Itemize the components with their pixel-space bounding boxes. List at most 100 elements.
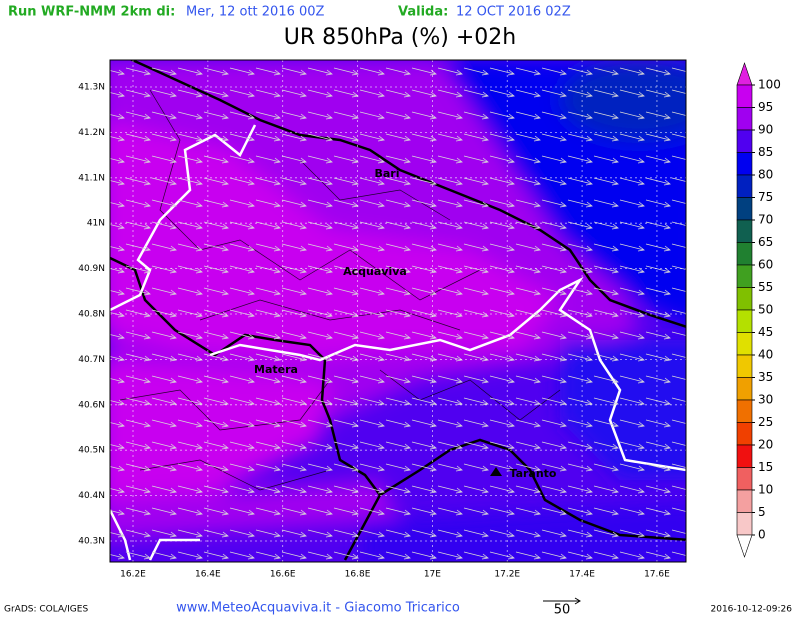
wind-arrow bbox=[125, 89, 151, 98]
colorbar-label: 10 bbox=[758, 483, 773, 497]
lon-label: 17.2E bbox=[494, 570, 520, 580]
wind-arrow bbox=[229, 507, 255, 516]
wind-arrow bbox=[359, 551, 385, 560]
colorbar-segment bbox=[736, 287, 753, 311]
wind-arrow bbox=[255, 441, 281, 450]
colorbar-segment bbox=[736, 512, 753, 536]
wind-arrow bbox=[333, 419, 359, 428]
wind-arrow bbox=[151, 89, 177, 98]
wind-arrow bbox=[125, 133, 151, 142]
timestamp: 2016-10-12-09:26 bbox=[711, 605, 793, 615]
wind-arrow bbox=[229, 221, 255, 230]
wind-arrow bbox=[385, 463, 411, 472]
wind-arrow bbox=[359, 199, 385, 208]
wind-arrow bbox=[567, 177, 593, 186]
colorbar-segment bbox=[736, 242, 753, 266]
wind-arrow bbox=[229, 485, 255, 494]
wind-arrow bbox=[281, 507, 307, 516]
wind-arrow bbox=[177, 243, 203, 252]
wind-arrow bbox=[177, 155, 203, 164]
wind-arrow bbox=[541, 243, 567, 252]
wind-arrow bbox=[489, 89, 515, 98]
wind-arrow bbox=[333, 199, 359, 208]
wind-arrow bbox=[281, 89, 307, 98]
wind-arrow bbox=[110, 553, 125, 560]
wind-arrow bbox=[385, 375, 411, 384]
wind-arrow bbox=[645, 177, 671, 186]
wind-arrow bbox=[515, 111, 541, 120]
wind-arrow bbox=[229, 419, 255, 428]
wind-arrow bbox=[463, 111, 489, 120]
wind-arrow bbox=[333, 67, 359, 76]
wind-arrow bbox=[229, 287, 255, 296]
wind-arrow bbox=[463, 287, 489, 296]
wind-arrow bbox=[333, 331, 359, 340]
wind-arrow bbox=[463, 155, 489, 164]
wind-arrow bbox=[177, 397, 203, 406]
wind-arrow bbox=[489, 155, 515, 164]
wind-arrow bbox=[307, 507, 333, 516]
wind-arrow bbox=[151, 331, 177, 340]
wind-arrow bbox=[359, 221, 385, 230]
wind-arrow bbox=[489, 199, 515, 208]
wind-arrow bbox=[359, 419, 385, 428]
wind-arrow bbox=[645, 155, 671, 164]
wind-arrow bbox=[125, 331, 151, 340]
colorbar-label: 85 bbox=[758, 145, 773, 159]
wind-arrow bbox=[307, 287, 333, 296]
wind-arrow bbox=[255, 419, 281, 428]
colorbar-label: 50 bbox=[758, 303, 773, 317]
wind-arrow bbox=[333, 89, 359, 98]
wind-arrow bbox=[385, 485, 411, 494]
wind-arrow bbox=[110, 113, 125, 120]
wind-arrow bbox=[645, 375, 671, 384]
wind-arrow bbox=[515, 177, 541, 186]
wind-arrow bbox=[671, 111, 686, 116]
colorbar-over bbox=[736, 62, 753, 86]
wind-arrow bbox=[671, 155, 686, 160]
wind-arrow bbox=[541, 463, 567, 472]
wind-arrow bbox=[619, 243, 645, 252]
wind-arrow bbox=[110, 69, 125, 76]
wind-arrow bbox=[671, 199, 686, 204]
wind-arrow bbox=[255, 67, 281, 76]
colorbar-segment bbox=[736, 309, 753, 333]
wind-arrow bbox=[359, 89, 385, 98]
wind-arrow bbox=[110, 223, 125, 230]
wind-arrow bbox=[567, 551, 593, 560]
lon-label: 16.4E bbox=[195, 570, 221, 580]
wind-arrow bbox=[593, 199, 619, 208]
lat-label: 40.9N bbox=[78, 264, 105, 274]
wind-arrow bbox=[333, 529, 359, 538]
wind-arrow bbox=[151, 155, 177, 164]
wind-arrow bbox=[671, 463, 686, 468]
wind-arrow bbox=[567, 485, 593, 494]
wind-arrow bbox=[437, 551, 463, 560]
wind-arrow bbox=[541, 529, 567, 538]
wind-arrow bbox=[151, 551, 177, 560]
wind-arrow bbox=[489, 287, 515, 296]
wind-arrow bbox=[281, 155, 307, 164]
software-credit: GrADS: COLA/IGES bbox=[4, 605, 88, 615]
lat-label: 41.1N bbox=[78, 173, 105, 183]
wind-arrow bbox=[307, 155, 333, 164]
wind-arrow bbox=[255, 89, 281, 98]
wind-arrow bbox=[255, 177, 281, 186]
colorbar-segment bbox=[736, 84, 753, 108]
wind-arrow bbox=[203, 287, 229, 296]
wind-arrow bbox=[151, 111, 177, 120]
wind-arrow bbox=[177, 287, 203, 296]
wind-arrow bbox=[541, 551, 567, 560]
city-label: Taranto bbox=[509, 467, 556, 480]
wind-arrow bbox=[619, 375, 645, 384]
wind-arrow bbox=[385, 89, 411, 98]
wind-arrow bbox=[593, 309, 619, 318]
wind-arrow bbox=[619, 155, 645, 164]
wind-arrow bbox=[437, 507, 463, 516]
wind-arrow bbox=[567, 375, 593, 384]
wind-arrow bbox=[281, 463, 307, 472]
wind-arrow bbox=[541, 155, 567, 164]
wind-arrow bbox=[437, 529, 463, 538]
wind-arrow bbox=[110, 311, 125, 318]
wind-arrow bbox=[593, 529, 619, 538]
